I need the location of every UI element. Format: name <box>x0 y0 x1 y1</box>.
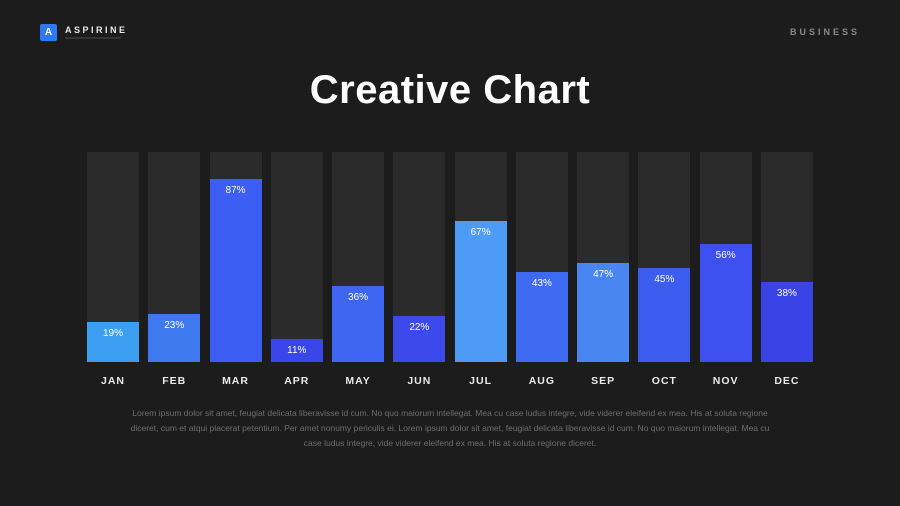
chart-bar-column: 87% MAR <box>209 152 262 387</box>
bar-fill: 67% <box>454 221 507 362</box>
bar-fill: 47% <box>577 263 630 362</box>
chart-bar-column: 43% AUG <box>515 152 568 387</box>
bar-category-label: SEP <box>591 375 616 387</box>
bar-fill: 87% <box>209 179 262 362</box>
logo-icon: A <box>40 23 57 41</box>
chart-bar-column: 22% JUN <box>393 152 446 387</box>
chart-bar-column: 23% FEB <box>148 152 201 387</box>
bar-track: 11% <box>270 152 323 362</box>
bar-track: 56% <box>699 152 752 362</box>
chart-bar-column: 67% JUL <box>454 152 507 387</box>
header-business-label: BUSINESS <box>789 27 860 37</box>
bar-category-label: FEB <box>162 375 187 387</box>
bar-fill: 22% <box>393 315 446 362</box>
header: A ASPIRINE BUSINESS <box>0 0 900 64</box>
bar-value-label: 45% <box>654 273 675 285</box>
bar-track: 38% <box>760 152 813 362</box>
bar-value-label: 43% <box>531 277 552 289</box>
bar-fill: 36% <box>332 286 385 362</box>
logo-subline <box>65 37 121 39</box>
bar-fill: 43% <box>515 271 568 362</box>
bar-category-label: MAY <box>345 375 371 387</box>
bar-track: 87% <box>209 152 262 362</box>
bar-value-label: 11% <box>287 344 307 356</box>
logo-text-block: ASPIRINE <box>65 25 128 39</box>
chart-bar-column: 11% APR <box>270 152 323 387</box>
bar-category-label: NOV <box>712 375 739 387</box>
page-title: Creative Chart <box>309 68 591 112</box>
bar-category-label: DEC <box>774 375 800 387</box>
chart-bar-column: 38% DEC <box>760 152 813 387</box>
bar-fill: 38% <box>760 282 813 362</box>
bar-track: 22% <box>393 152 446 362</box>
bar-track: 43% <box>515 152 568 362</box>
bar-track: 47% <box>577 152 630 362</box>
bar-value-label: 38% <box>776 288 797 300</box>
bar-track: 36% <box>332 152 385 362</box>
bar-chart: 19% JAN 23% FEB 87% MAR 11% APR 36% MAY 22% JUN 67% J… <box>87 152 813 387</box>
logo-name: ASPIRINE <box>65 25 128 35</box>
bar-track: 67% <box>454 152 507 362</box>
bar-category-label: MAR <box>222 375 249 387</box>
bar-fill: 19% <box>87 322 139 362</box>
bar-value-label: 87% <box>225 185 246 197</box>
bar-value-label: 19% <box>102 328 123 340</box>
bar-category-label: APR <box>284 375 310 387</box>
bar-value-label: 67% <box>470 227 491 239</box>
bar-value-label: 47% <box>593 269 614 281</box>
chart-bar-column: 36% MAY <box>332 152 385 387</box>
chart-bar-column: 47% SEP <box>577 152 630 387</box>
bar-category-label: JUN <box>407 375 432 387</box>
bar-fill: 11% <box>270 338 323 362</box>
chart-bar-column: 45% OCT <box>638 152 691 387</box>
chart-bar-column: 56% NOV <box>699 152 752 387</box>
bar-category-label: AUG <box>528 375 556 387</box>
bar-value-label: 23% <box>164 319 185 331</box>
bar-value-label: 22% <box>409 321 430 333</box>
bar-fill: 45% <box>638 267 691 362</box>
logo: A ASPIRINE <box>40 23 128 41</box>
bar-track: 45% <box>638 152 691 362</box>
bar-fill: 23% <box>148 313 201 362</box>
bar-category-label: JUL <box>469 375 493 387</box>
bar-track: 23% <box>148 152 201 362</box>
bar-value-label: 36% <box>348 292 369 304</box>
footer-paragraph: Lorem ipsum dolor sit amet, feugiat deli… <box>130 408 770 448</box>
chart-bar-column: 19% JAN <box>87 152 139 387</box>
bar-fill: 56% <box>699 244 752 362</box>
bar-track: 19% <box>87 152 139 362</box>
bar-value-label: 56% <box>715 250 736 262</box>
bar-category-label: OCT <box>651 375 677 387</box>
bar-category-label: JAN <box>100 375 125 387</box>
